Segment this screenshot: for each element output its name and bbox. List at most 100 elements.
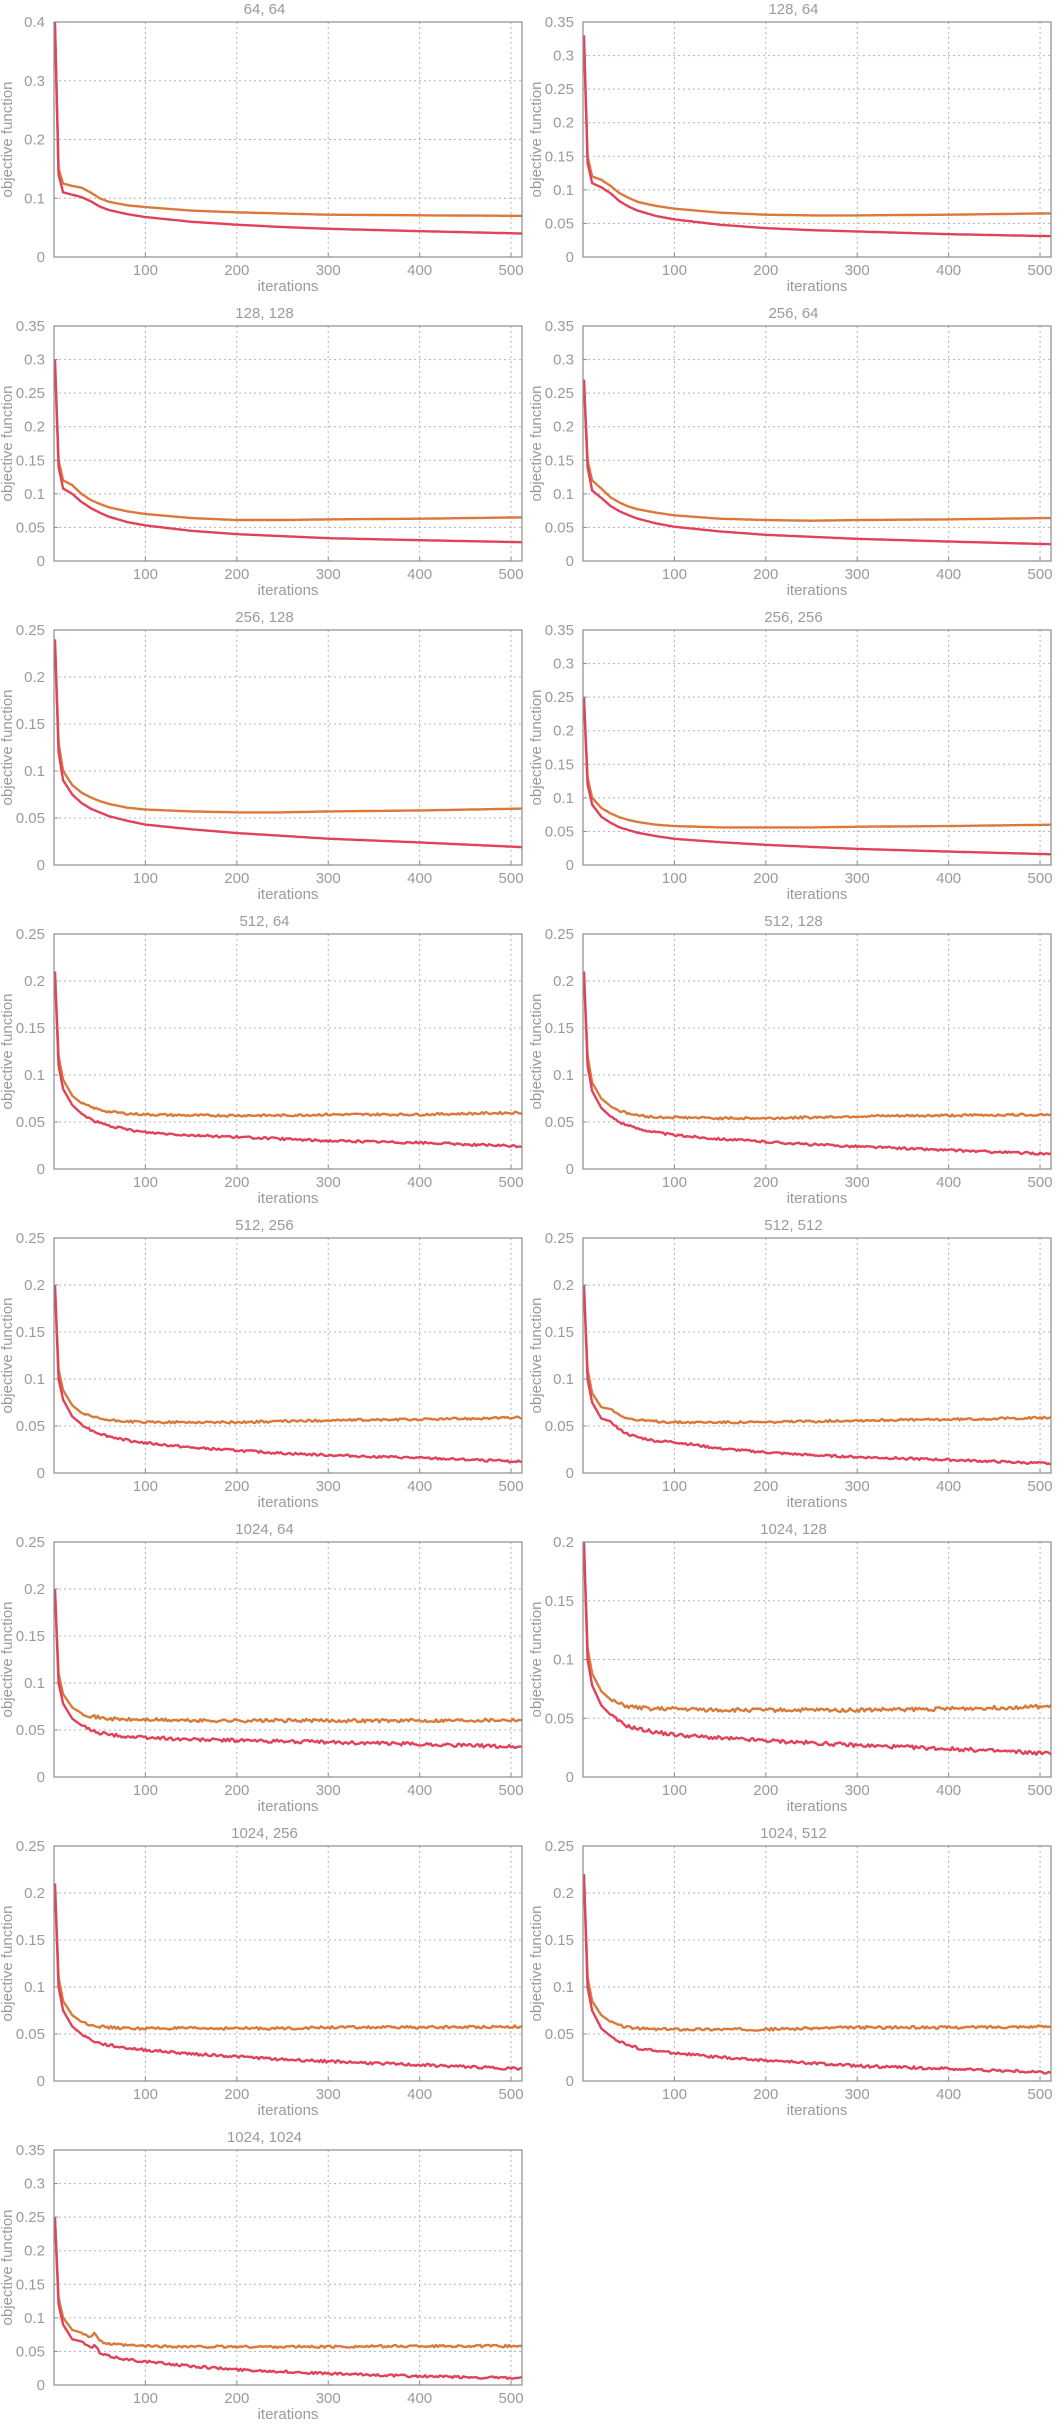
y-axis-label: objective function	[0, 994, 16, 1110]
chart-panel: 1024, 64 100 200 300 400 500 0 0.05 0.1 0.15 0.2 0.…	[0, 1520, 529, 1824]
series-line-2	[53, 21, 522, 235]
chart-title: 256, 256	[764, 609, 823, 626]
x-tick-label: 200	[753, 1782, 778, 1799]
chart-panel: 1024, 128 100 200 300 400 500 0 0.05 0.1 0.15 0.2 i…	[528, 1520, 1058, 1824]
y-tick-label: 0.25	[545, 81, 574, 98]
y-tick-label: 0.1	[24, 1067, 45, 1084]
chart-svg: 100 200 300 400 500 0 0.05 0.1 0.15 0.2 0.25 iterat…	[0, 1534, 524, 1815]
x-tick-label: 500	[1028, 566, 1053, 583]
plot-frame	[582, 933, 1052, 1170]
x-tick-label: 200	[224, 1782, 249, 1799]
x-axis-label: iterations	[787, 886, 848, 903]
x-tick-label: 300	[316, 566, 341, 583]
y-axis-label: objective function	[0, 1298, 16, 1414]
y-tick-label: 0.05	[16, 1418, 45, 1435]
series-line-1	[582, 35, 1051, 217]
chart-title: 256, 64	[768, 305, 819, 322]
x-tick-label: 300	[845, 2086, 870, 2103]
x-tick-label: 100	[662, 2086, 687, 2103]
plot-frame	[53, 1845, 523, 2082]
x-tick-label: 500	[499, 262, 524, 279]
series-line-1	[582, 1284, 1052, 1425]
x-tick-label: 200	[753, 1174, 778, 1191]
y-tick-label: 0.05	[16, 810, 45, 827]
y-tick-label: 0.15	[545, 148, 574, 165]
y-tick-label: 0.1	[24, 190, 45, 207]
series-line-1	[582, 1874, 1052, 2032]
y-tick-label: 0.25	[16, 1534, 45, 1551]
y-tick-label: 0.35	[545, 622, 574, 639]
y-tick-label: 0.2	[553, 1885, 574, 1902]
x-axis-label: iterations	[258, 2102, 319, 2119]
y-tick-label: 0.05	[545, 1418, 574, 1435]
x-tick-label: 400	[936, 1478, 961, 1495]
y-tick-label: 0.05	[545, 215, 574, 232]
y-tick-label: 0.2	[553, 115, 574, 132]
chart-panel: 512, 512 100 200 300 400 500 0 0.05 0.1 0.15 0.2 0.…	[528, 1216, 1058, 1520]
y-tick-label: 0	[566, 2073, 574, 2090]
y-tick-label: 0	[37, 1769, 45, 1786]
chart-svg: 100 200 300 400 500 0 0.05 0.1 0.15 0.2 0.25 0.3 0.3…	[0, 318, 524, 599]
y-tick-label: 0	[566, 1769, 574, 1786]
x-tick-label: 100	[662, 1782, 687, 1799]
x-axis-label: iterations	[258, 1190, 319, 1207]
y-tick-label: 0.1	[553, 790, 574, 807]
x-tick-label: 200	[753, 870, 778, 887]
x-axis-label: iterations	[258, 278, 319, 295]
y-tick-label: 0.05	[545, 2026, 574, 2043]
chart-title: 1024, 1024	[226, 2129, 303, 2146]
chart-title: 1024, 256	[231, 1825, 298, 1842]
chart-title: 512, 256	[235, 1217, 294, 1234]
x-tick-label: 100	[133, 1478, 158, 1495]
x-tick-label: 100	[662, 1478, 687, 1495]
y-tick-label: 0.2	[553, 723, 574, 740]
y-tick-label: 0	[37, 2377, 45, 2394]
x-tick-label: 400	[936, 1174, 961, 1191]
y-tick-label: 0	[566, 249, 574, 266]
series-line-2	[53, 1588, 522, 1750]
y-tick-label: 0.1	[553, 1067, 574, 1084]
chart-title: 1024, 512	[760, 1825, 827, 1842]
y-tick-label: 0.1	[24, 1979, 45, 1996]
x-tick-label: 300	[316, 1174, 341, 1191]
y-tick-label: 0.2	[553, 419, 574, 436]
x-tick-label: 200	[753, 262, 778, 279]
chart-svg: 100 200 300 400 500 0 0.05 0.1 0.15 0.2 0.25 0.3 0.3…	[528, 622, 1053, 903]
y-tick-label: 0.2	[553, 1277, 574, 1294]
y-tick-label: 0.1	[24, 2310, 45, 2327]
plot-frame	[53, 325, 523, 562]
x-axis-label: iterations	[258, 1798, 319, 1815]
x-axis-label: iterations	[258, 886, 319, 903]
x-tick-label: 400	[407, 1478, 432, 1495]
y-tick-label: 0.15	[16, 1020, 45, 1037]
plot-frame	[582, 1845, 1052, 2082]
series-line-2	[53, 1883, 523, 2071]
x-tick-label: 100	[133, 566, 158, 583]
x-tick-label: 300	[845, 1174, 870, 1191]
series-line-2	[582, 35, 1052, 238]
x-tick-label: 300	[316, 2390, 341, 2407]
x-tick-label: 300	[845, 262, 870, 279]
y-tick-label: 0.35	[16, 2142, 45, 2159]
y-tick-label: 0.25	[545, 689, 574, 706]
y-tick-label: 0.2	[24, 2243, 45, 2260]
series-line-2	[582, 379, 1051, 546]
y-tick-label: 0.25	[16, 622, 45, 639]
x-tick-label: 500	[1028, 1478, 1053, 1495]
y-tick-label: 0.1	[553, 1979, 574, 1996]
y-tick-label: 0.4	[24, 14, 45, 31]
y-tick-label: 0.35	[16, 318, 45, 335]
chart-panel: 256, 64 100 200 300 400 500 0 0.05 0.1 0.15 0.2 0.2…	[528, 304, 1058, 608]
x-tick-label: 300	[316, 1782, 341, 1799]
series-line-1	[582, 1541, 1052, 1714]
y-tick-label: 0.25	[16, 926, 45, 943]
series-line-1	[53, 971, 523, 1118]
x-tick-label: 500	[499, 1478, 524, 1495]
chart-svg: 100 200 300 400 500 0 0.05 0.1 0.15 0.2 0.25 0.3 0.3…	[0, 2142, 524, 2423]
chart-svg: 100 200 300 400 500 0 0.05 0.1 0.15 0.2 0.25 0.3 0.3…	[528, 318, 1053, 599]
chart-title: 512, 512	[764, 1217, 823, 1234]
y-tick-label: 0.15	[16, 452, 45, 469]
chart-svg: 100 200 300 400 500 0 0.05 0.1 0.15 0.2 0.25 iterat…	[528, 926, 1053, 1207]
series-line-1	[53, 359, 522, 522]
